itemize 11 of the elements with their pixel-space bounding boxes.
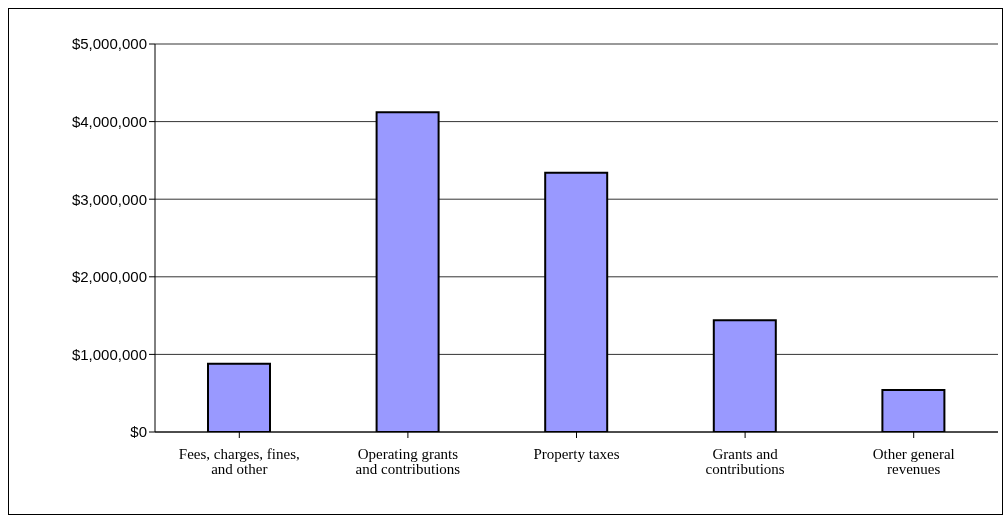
y-tick-label: $1,000,000 <box>71 345 147 363</box>
y-tick-label: $4,000,000 <box>71 112 147 130</box>
y-tick-label: $0 <box>130 423 147 441</box>
x-tick-label: Grants and contributions <box>705 445 785 477</box>
y-tick-label: $5,000,000 <box>71 35 147 53</box>
y-tick-label: $3,000,000 <box>71 190 147 208</box>
x-tick-label: Other general revenues <box>872 445 955 477</box>
y-tick-label: $2,000,000 <box>71 268 147 286</box>
x-tick-label: Fees, charges, fines, and other <box>178 445 300 477</box>
x-tick-label: Operating grants and contributions <box>355 445 461 477</box>
x-tick-label: Property taxes <box>533 445 620 462</box>
